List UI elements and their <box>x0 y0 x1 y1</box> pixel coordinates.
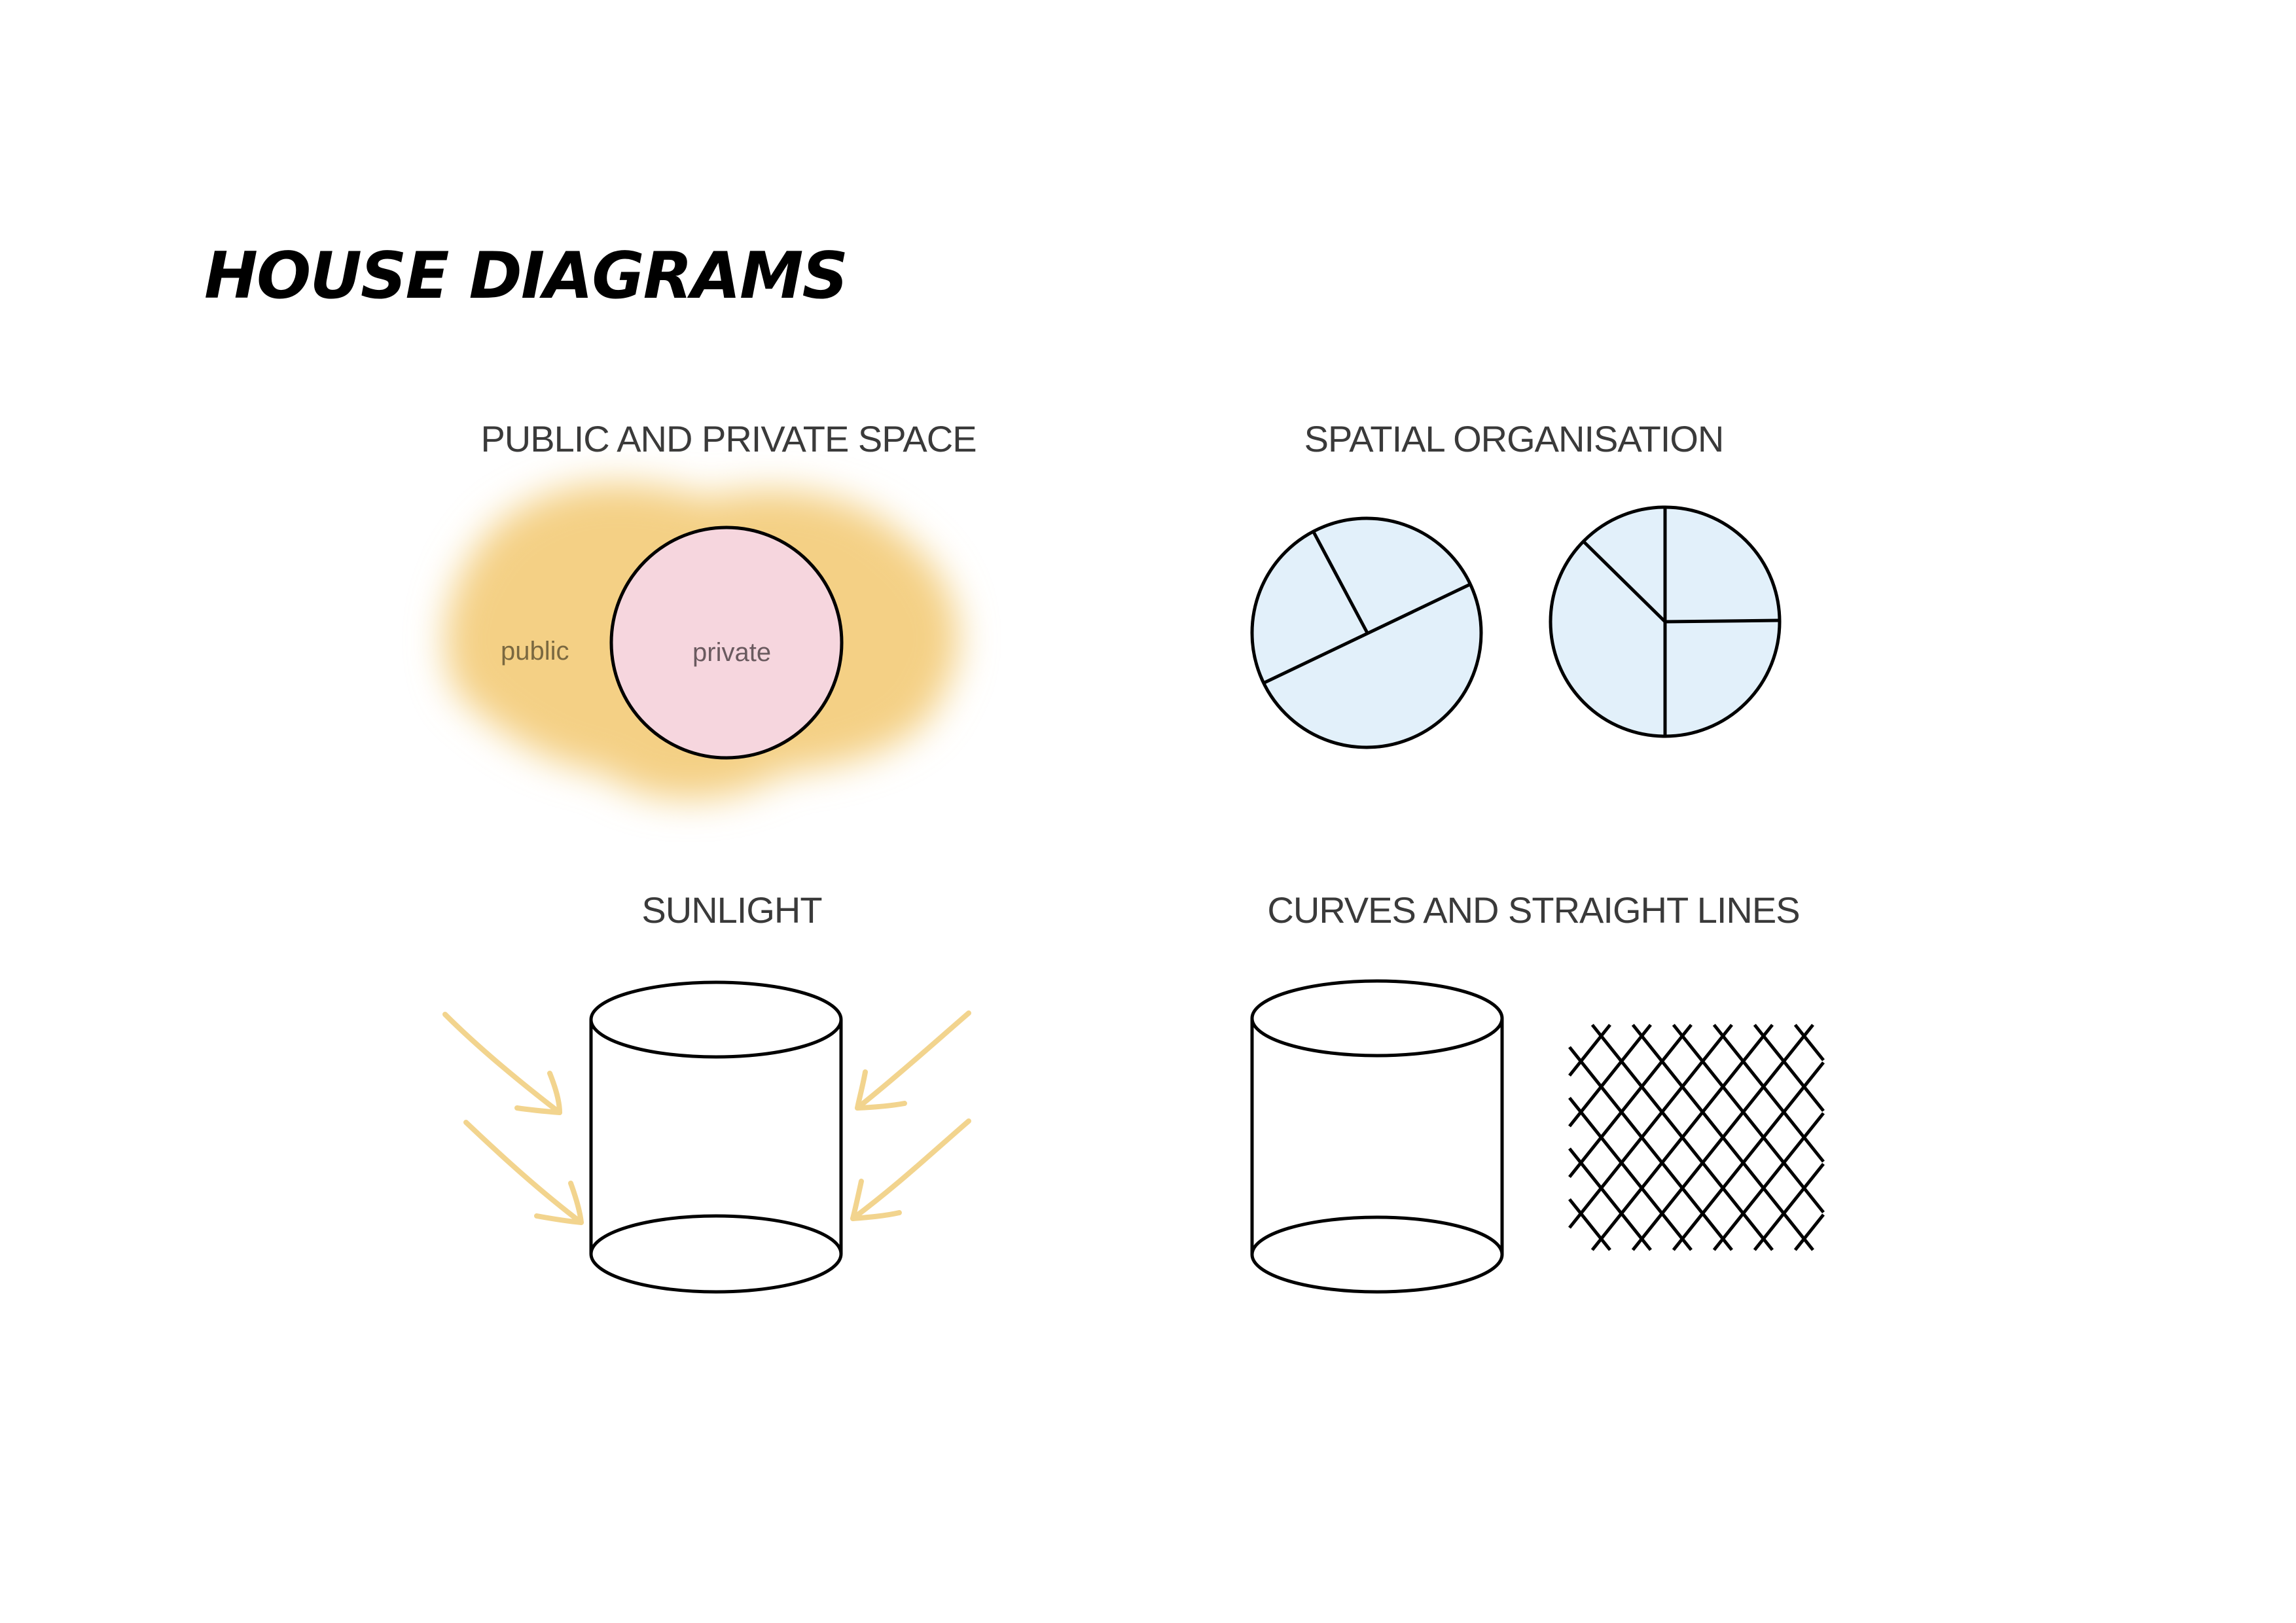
public-private-diagram: public private <box>445 482 959 800</box>
lattice-line <box>1712 1112 1825 1251</box>
sun-arrows <box>442 1010 971 1225</box>
lattice-line <box>1568 1024 1733 1229</box>
cylinder-curves <box>1250 979 1504 1294</box>
heading-curves-straight-lines: CURVES AND STRAIGHT LINES <box>1267 889 1800 931</box>
lattice-line <box>1672 1061 1825 1251</box>
lattice-line <box>1568 1024 1652 1128</box>
cylinder-sunlight <box>589 980 843 1294</box>
partition-line <box>1583 541 1666 623</box>
diamond-lattice <box>1568 1024 1825 1251</box>
page-title: HOUSE DIAGRAMS <box>204 239 848 313</box>
cylinder-bottom <box>1250 1215 1504 1294</box>
partition-line <box>1311 529 1369 634</box>
heading-sunlight: SUNLIGHT <box>641 889 822 931</box>
lattice-line <box>1568 1046 1733 1251</box>
sunlight-diagram <box>442 980 971 1294</box>
cylinder-top <box>1250 979 1504 1058</box>
curves-straight-lines-diagram <box>1250 979 1825 1294</box>
lattice-line <box>1568 1198 1611 1251</box>
lattice-line <box>1568 1096 1693 1251</box>
heading-spatial-organisation: SPATIAL ORGANISATION <box>1304 418 1725 459</box>
private-zone <box>609 526 844 760</box>
lattice-line <box>1568 1147 1652 1251</box>
cylinder-bottom <box>589 1214 843 1294</box>
lattice-line <box>1753 1024 1825 1113</box>
sun-arrow-icon <box>855 1010 971 1111</box>
lattice-line <box>1568 1024 1693 1179</box>
heading-public-private: PUBLIC AND PRIVATE SPACE <box>480 418 977 459</box>
lattice-line <box>1793 1024 1825 1061</box>
sun-arrow-icon <box>442 1012 562 1115</box>
spatial-organisation-diagram <box>1250 505 1782 749</box>
sun-arrow-icon <box>850 1118 971 1221</box>
private-label: private <box>692 638 771 667</box>
room-plan-b <box>1549 505 1782 738</box>
partition-line <box>1664 618 1780 624</box>
public-label: public <box>501 637 569 666</box>
partition-line <box>1262 582 1473 685</box>
lattice-line <box>1793 1213 1825 1251</box>
cylinder-top <box>589 980 843 1059</box>
lattice-line <box>1712 1024 1825 1163</box>
lattice-line <box>1753 1162 1825 1251</box>
room-plan-a <box>1250 516 1483 749</box>
lattice-line <box>1672 1024 1825 1214</box>
sun-arrow-icon <box>463 1120 584 1225</box>
lattice-line <box>1568 1024 1611 1077</box>
